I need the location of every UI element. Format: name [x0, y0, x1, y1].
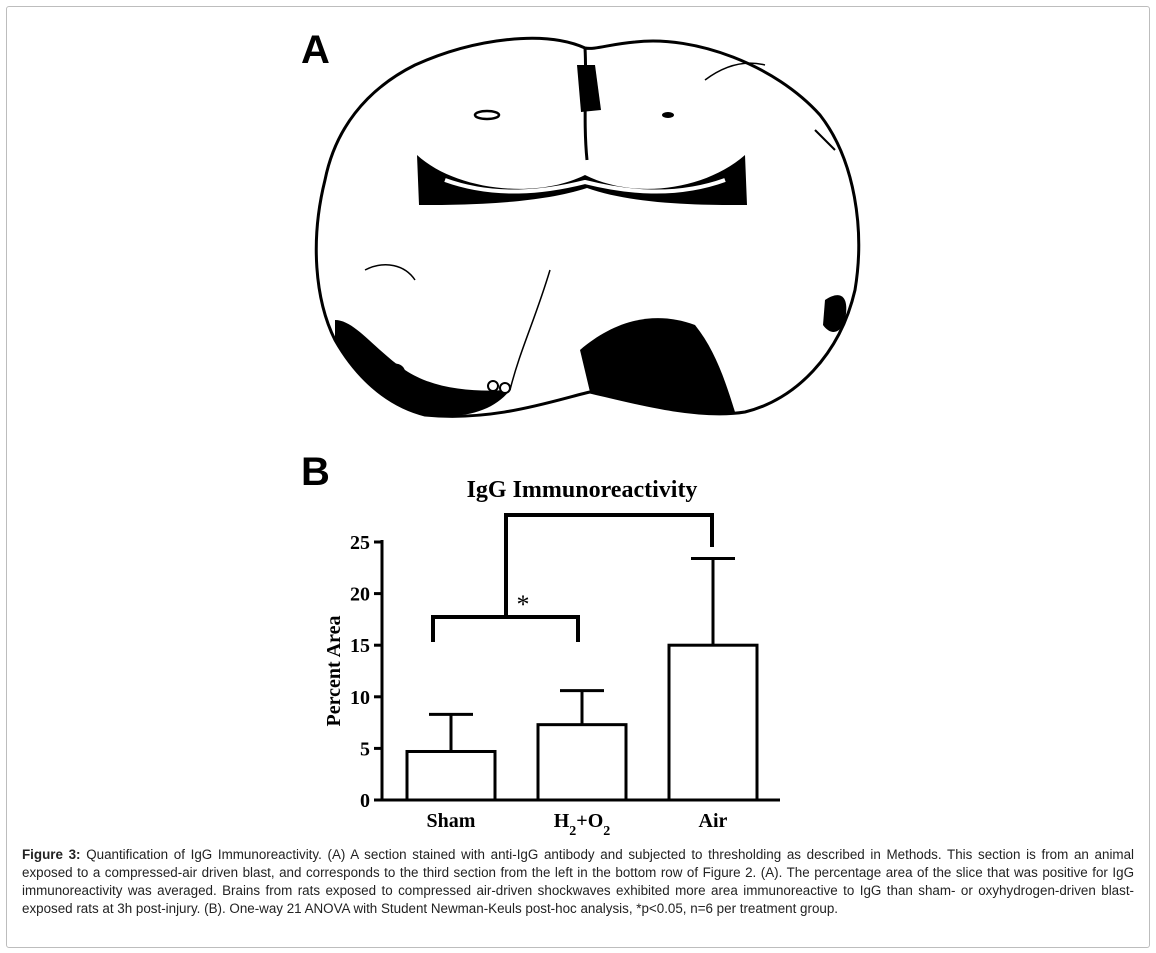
caption-label: Figure 3:: [22, 847, 81, 862]
bar-chart: IgG Immunoreactivity Percent Area 0 5 10 15 20…: [323, 477, 780, 839]
ventricle-right: [662, 112, 674, 118]
figure-caption: Figure 3: Quantification of IgG Immunore…: [22, 846, 1134, 918]
y-tick-label: 25: [350, 532, 370, 554]
bar: [405, 749, 497, 802]
y-axis-label: Percent Area: [323, 616, 345, 727]
x-tick-label: Air: [699, 810, 728, 832]
y-tick-label: 5: [360, 738, 370, 760]
caption-text: Quantification of IgG Immunoreactivity. …: [22, 847, 1134, 916]
bar: [667, 643, 759, 802]
chart-title: IgG Immunoreactivity: [467, 477, 698, 503]
midline-dark-region: [577, 65, 601, 112]
ventral-dark-center: [580, 318, 735, 414]
significance-bracket-inner: [431, 615, 580, 642]
significance-bracket-outer: [504, 513, 714, 617]
ventral-dark-right: [823, 295, 847, 332]
panel-label-b: B: [301, 450, 330, 494]
y-tick-label: 20: [350, 584, 370, 606]
bar: [536, 723, 628, 802]
y-tick-label: 10: [350, 687, 370, 709]
x-tick-label: H2+O2: [554, 810, 611, 839]
ventral-dark-left: [335, 320, 510, 417]
significance-star: *: [517, 590, 530, 619]
panel-label-a: A: [301, 28, 330, 72]
ventral-dark-small: [389, 363, 406, 382]
ventricle-left: [473, 109, 501, 121]
brain-outline: [314, 36, 861, 418]
brain-section-image: [314, 36, 861, 418]
y-tick-label: 15: [350, 635, 370, 657]
y-tick-label: 0: [360, 790, 370, 812]
x-tick-label: Sham: [427, 810, 476, 832]
